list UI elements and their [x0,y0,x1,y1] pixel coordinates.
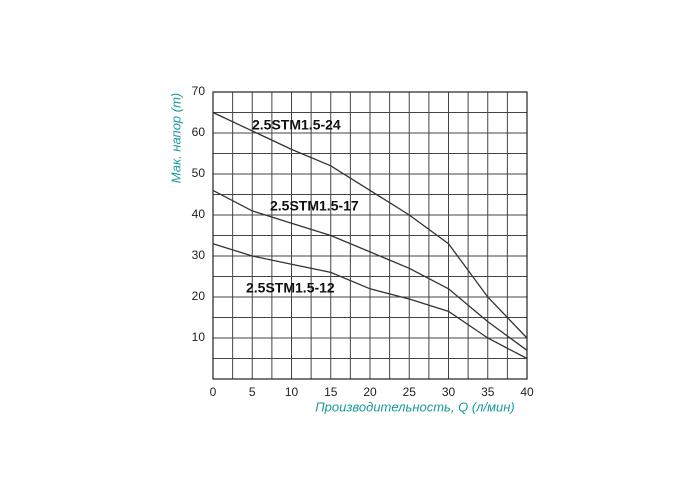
x-axis-title: Производительность, Q (л/мин) [315,399,515,414]
line-series [212,111,528,339]
y-tick-label: 50 [192,166,206,180]
x-tick-label: 15 [324,385,338,399]
plot-frame [212,91,528,380]
y-axis-title: Мак. напор (m) [168,93,183,184]
y-tick-label: 40 [192,207,206,221]
x-tick-label: 25 [403,385,417,399]
line-series [212,189,528,351]
x-tick-label: 10 [285,385,299,399]
y-tick-label: 70 [192,84,206,98]
series-label: 2.5STM1.5-24 [252,117,341,133]
x-tick-label: 35 [481,385,495,399]
x-tick-label: 5 [249,385,256,399]
x-tick-label: 30 [442,385,456,399]
y-tick-label: 20 [192,289,206,303]
y-tick-label: 60 [192,125,206,139]
x-tick-label: 20 [363,385,377,399]
y-tick-label: 30 [192,248,206,262]
series-label: 2.5STM1.5-12 [246,280,335,296]
line-series [212,243,528,360]
series-label: 2.5STM1.5-17 [270,198,359,214]
x-tick-label: 40 [520,385,534,399]
y-tick-label: 10 [192,330,206,344]
x-tick-label: 0 [210,385,217,399]
